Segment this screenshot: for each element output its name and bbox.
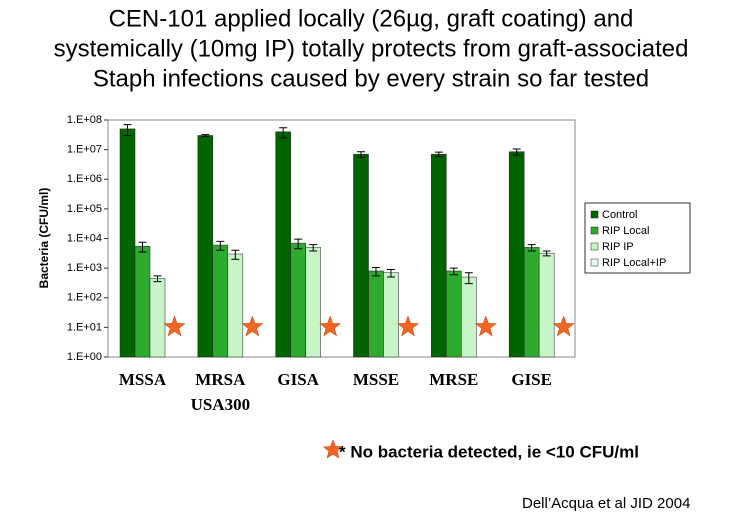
y-tick-label: 1.E+06 xyxy=(67,173,102,185)
bar xyxy=(134,245,151,358)
plot-area xyxy=(107,119,576,358)
error-bar xyxy=(309,244,318,252)
legend xyxy=(584,202,691,274)
no-detection-star xyxy=(474,315,498,337)
legend-label: RIP Local xyxy=(602,225,650,237)
bar xyxy=(461,276,477,358)
error-bar xyxy=(138,241,147,253)
bar xyxy=(523,247,540,358)
title-line: Staph infections caused by every strain … xyxy=(93,65,649,92)
legend-label: RIP Local+IP xyxy=(602,257,666,269)
legend-swatch xyxy=(590,258,599,267)
no-detection-star xyxy=(318,315,342,337)
error-bar xyxy=(294,238,303,250)
no-detection-star xyxy=(552,315,575,337)
legend-label: RIP IP xyxy=(602,241,634,253)
citation: Dell’Acqua et al JID 2004 xyxy=(522,495,690,512)
category-note: USA300 xyxy=(191,395,251,414)
bar xyxy=(149,278,166,358)
x-tick-label: MSSA xyxy=(119,370,167,389)
error-bar xyxy=(153,275,162,283)
bar xyxy=(119,128,136,358)
bar xyxy=(290,242,306,358)
bar xyxy=(368,270,384,358)
error-bar xyxy=(216,240,225,251)
bar xyxy=(197,135,214,358)
y-tick-label: 1.E+02 xyxy=(67,292,102,304)
y-tick-label: 1.E+03 xyxy=(67,262,102,274)
error-bar xyxy=(527,244,536,252)
error-bar xyxy=(231,249,240,260)
bar xyxy=(538,252,555,358)
error-bar xyxy=(201,134,210,137)
error-bar xyxy=(542,250,551,257)
no-detection-star xyxy=(396,315,420,337)
bar xyxy=(353,153,369,358)
no-detection-star xyxy=(241,315,264,337)
error-bar xyxy=(123,124,132,136)
bar xyxy=(431,153,447,358)
error-bar xyxy=(357,151,365,158)
x-tick-label: GISA xyxy=(277,370,319,389)
footnote-star xyxy=(322,439,344,459)
bar xyxy=(383,272,399,358)
y-axis-title: Bacteria (CFU/ml) xyxy=(37,188,51,289)
legend-swatch xyxy=(590,210,599,219)
error-bar xyxy=(279,127,288,139)
y-tick-label: 1.E+01 xyxy=(67,321,102,333)
bar xyxy=(212,244,229,358)
error-bar xyxy=(449,267,458,276)
x-tick-label: MRSA xyxy=(195,370,246,389)
x-tick-label: GISE xyxy=(511,370,552,389)
legend-label: Control xyxy=(602,209,637,221)
error-bar xyxy=(512,148,521,156)
y-tick-label: 1.E+08 xyxy=(67,114,102,126)
y-tick-label: 1.E+00 xyxy=(67,351,102,363)
title-line: systemically (10mg IP) totally protects … xyxy=(54,35,689,62)
bar xyxy=(305,247,321,358)
no-detection-star xyxy=(163,315,186,337)
footnote: * No bacteria detected, ie <10 CFU/ml xyxy=(339,442,639,461)
legend-swatch xyxy=(590,242,599,251)
error-bar xyxy=(464,272,473,285)
bar xyxy=(227,253,244,358)
bar xyxy=(508,151,525,358)
x-tick-label: MSSE xyxy=(353,370,399,389)
title-line: CEN-101 applied locally (26µg, graft coa… xyxy=(109,5,634,32)
error-bar xyxy=(434,151,443,158)
x-tick-label: MRSE xyxy=(429,370,478,389)
error-bar xyxy=(372,266,380,277)
legend-swatch xyxy=(590,226,599,235)
bar xyxy=(275,131,291,358)
y-tick-label: 1.E+05 xyxy=(67,203,102,215)
y-tick-label: 1.E+04 xyxy=(67,232,102,244)
bar xyxy=(446,270,462,358)
y-tick-label: 1.E+07 xyxy=(67,144,102,156)
error-bar xyxy=(387,268,395,278)
